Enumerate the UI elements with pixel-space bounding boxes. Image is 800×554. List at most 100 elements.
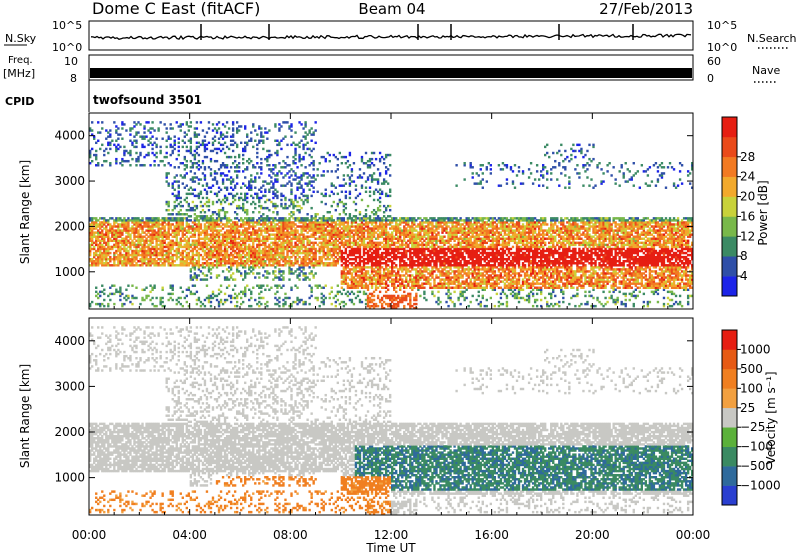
power-cell: [330, 170, 333, 173]
power-cell: [272, 192, 275, 196]
power-cell: [306, 176, 309, 179]
power-cell: [320, 300, 323, 304]
power-cell: [183, 239, 186, 243]
power-cell: [290, 286, 293, 289]
power-cell: [378, 290, 382, 294]
power-cell: [185, 200, 188, 204]
power-cell: [107, 249, 110, 253]
power-cell: [117, 231, 120, 234]
power-cell: [258, 284, 261, 287]
power-cell: [334, 233, 337, 236]
power-cell: [191, 206, 195, 210]
power-cell: [137, 225, 140, 228]
power-cell: [391, 237, 394, 240]
power-cell: [350, 268, 354, 271]
power-cell: [235, 304, 239, 308]
power-cell: [135, 159, 138, 163]
power-cell: [318, 247, 321, 251]
power-cell: [288, 235, 291, 238]
power-cell: [221, 217, 225, 220]
power-cell: [272, 204, 275, 208]
power-cell: [310, 235, 313, 238]
power-cell: [149, 298, 152, 302]
power-cell: [213, 253, 217, 257]
power-cell: [366, 272, 370, 275]
power-cell: [352, 200, 356, 204]
power-cell: [167, 241, 170, 245]
power-cell: [288, 260, 291, 263]
power-cell: [121, 247, 124, 251]
power-cell: [260, 257, 263, 261]
power-cell: [95, 235, 98, 238]
power-cell: [223, 211, 227, 214]
power-cell: [205, 182, 209, 185]
power-cell: [254, 192, 257, 196]
power-cell: [240, 296, 243, 300]
power-cell: [193, 223, 197, 226]
power-cell: [380, 253, 384, 257]
power-cell: [395, 280, 398, 283]
power-cell: [225, 286, 229, 289]
power-cell: [372, 249, 376, 253]
power-cell: [246, 227, 249, 230]
power-cell: [195, 121, 199, 124]
power-cell: [179, 239, 182, 243]
power-cell: [380, 306, 384, 309]
power-cell: [282, 241, 285, 245]
power-cell: [374, 225, 378, 228]
power-cell: [395, 223, 398, 226]
power-cell: [133, 243, 136, 247]
power-cell: [167, 253, 170, 257]
power-cell: [99, 260, 102, 263]
power-cell: [310, 206, 313, 210]
power-cell: [151, 253, 154, 257]
power-cell: [374, 245, 378, 249]
power-cell: [268, 219, 271, 222]
power-cell: [284, 233, 287, 236]
power-cell: [89, 162, 92, 165]
power-cell: [304, 172, 307, 175]
power-cell: [372, 304, 376, 308]
power-cell: [374, 241, 378, 245]
power-cell: [366, 166, 370, 169]
power-cell: [195, 151, 199, 155]
power-cell: [332, 251, 335, 255]
power-cell: [326, 249, 329, 253]
power-cell: [348, 225, 352, 228]
power-cell: [240, 239, 243, 243]
power-cell: [244, 196, 247, 200]
power-cell: [364, 162, 368, 165]
power-cell: [310, 221, 313, 224]
power-cell: [211, 178, 215, 181]
power-cell: [386, 284, 390, 287]
power-cell: [370, 235, 374, 238]
power-cell: [171, 223, 174, 226]
power-cell: [280, 204, 283, 208]
power-cell: [203, 304, 207, 308]
power-cell: [205, 196, 209, 200]
power-cell: [370, 251, 374, 255]
power-cell: [219, 219, 223, 222]
power-cell: [185, 149, 188, 153]
power-cell: [91, 233, 94, 236]
power-cell: [151, 231, 154, 234]
power-cell: [189, 255, 193, 259]
power-cell: [213, 227, 217, 230]
power-cell: [270, 286, 273, 289]
power-cell: [129, 133, 132, 136]
power-cell: [306, 200, 309, 204]
power-cell: [332, 225, 335, 228]
power-cell: [336, 257, 339, 261]
power-cell: [175, 225, 178, 228]
power-cell: [93, 241, 96, 245]
power-cell: [308, 180, 311, 183]
power-cell: [388, 245, 392, 249]
power-cell: [189, 145, 193, 149]
power-cell: [233, 229, 237, 232]
power-cell: [296, 237, 299, 240]
power-cell: [209, 225, 213, 228]
power-cell: [282, 159, 285, 163]
power-cell: [231, 239, 235, 243]
power-cell: [262, 225, 265, 228]
power-cell: [284, 225, 287, 228]
